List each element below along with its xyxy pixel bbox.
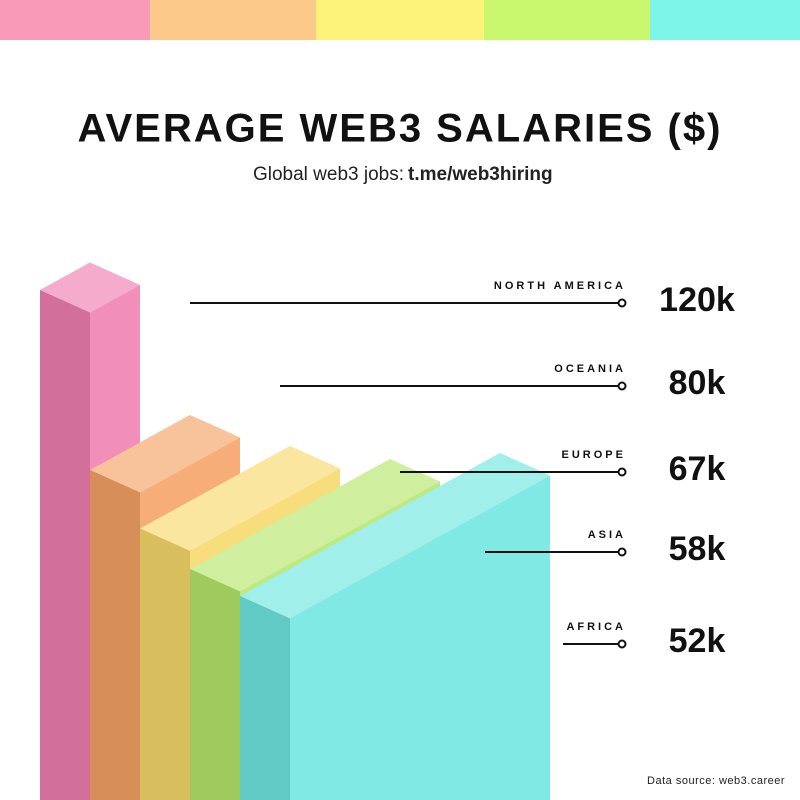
leader-dot [617,547,627,557]
value-label: 120k [659,281,735,319]
bar-front-shade [190,569,240,800]
category-label: OCEANIA [554,363,626,375]
leader-dot [617,467,627,477]
bar-side [290,475,550,800]
bar-top-shade [40,262,140,313]
bars [40,262,550,800]
stripe [484,0,654,40]
bar [140,528,190,800]
stripe [150,0,320,40]
bar-front-shade [40,290,90,800]
value-label: 67k [669,450,726,488]
value-label: 52k [669,622,726,660]
bar [40,290,90,800]
bar-top [240,453,550,619]
bar-top [40,262,140,313]
bar-top-shade [240,453,550,619]
category-label: ASIA [588,529,626,541]
category-label: AFRICA [566,621,626,633]
bar [240,596,290,800]
bar [90,470,140,800]
stripe [650,0,800,40]
bar-front-shade [140,528,190,800]
bar-top-shade [140,446,340,551]
value-label: 58k [669,530,726,568]
bar-front-shade [240,596,290,800]
chart-title: AVERAGE WEB3 SALARIES ($) [78,107,723,151]
bar [190,569,240,800]
bar-top [190,459,440,592]
source: Data source: web3.career [647,775,785,787]
value-label: 80k [669,364,726,402]
bar-top [90,415,240,493]
stripe [316,0,486,40]
category-label: NORTH AMERICA [494,280,626,292]
subtitle-link: t.me/web3hiring [408,164,553,185]
subtitle: Global web3 jobs: [253,164,404,185]
bar-top-shade [90,415,240,493]
labels: NORTH AMERICA 120k OCEANIA 80k EUROPE 67k ASIA… [190,280,735,660]
leader-dot [617,639,627,649]
leader-dot [617,298,627,308]
bar-top [140,446,340,551]
bar-front-shade [90,470,140,800]
leader-dot [617,381,627,391]
bar-side-shade [290,475,550,800]
bar-top-shade [190,459,440,592]
category-label: EUROPE [562,449,626,461]
stripe [0,0,160,40]
